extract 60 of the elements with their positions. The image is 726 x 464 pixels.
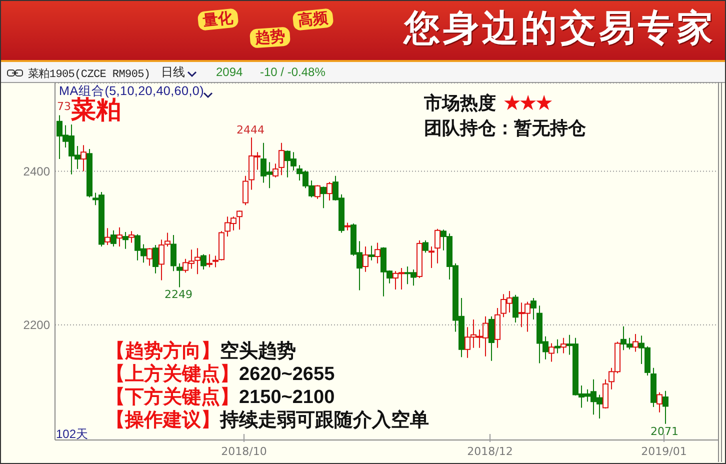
candlestick bbox=[164, 232, 170, 248]
annotation: 团队持仓：暂无持仓 bbox=[424, 118, 586, 139]
annotation: MA组合(5,10,20,40,60,0) bbox=[59, 84, 204, 98]
x-tick-label: 2019/01 bbox=[641, 445, 687, 458]
candlestick bbox=[560, 337, 566, 354]
annotation: ★★★ bbox=[504, 93, 552, 114]
candlestick bbox=[80, 144, 86, 172]
candlestick bbox=[122, 231, 128, 250]
annotation: 2444 bbox=[236, 124, 264, 137]
candlestick bbox=[176, 262, 182, 288]
candlestick bbox=[662, 390, 668, 424]
text: 趋势 bbox=[249, 26, 291, 48]
candlestick bbox=[656, 392, 662, 413]
annotation: 持续走弱可跟随介入空单 bbox=[220, 410, 429, 432]
text: 2094 bbox=[216, 65, 243, 80]
annotation: 【操作建议】 bbox=[106, 410, 220, 432]
text: 高频 bbox=[292, 8, 334, 31]
candlestick bbox=[236, 210, 242, 230]
candlestick bbox=[488, 316, 494, 362]
candlestick bbox=[434, 228, 440, 264]
annotation: 【下方关键点】 bbox=[106, 387, 239, 409]
annotation: 市场热度 bbox=[424, 93, 496, 114]
candlestick bbox=[152, 244, 158, 274]
annotation: 2071 bbox=[650, 424, 678, 438]
candlestick bbox=[320, 186, 326, 209]
text: 量化 bbox=[197, 8, 239, 31]
candlestick bbox=[362, 246, 368, 272]
x-tick-label: 2018/10 bbox=[221, 445, 267, 458]
candlestick bbox=[158, 239, 164, 281]
annotation: 空头趋势 bbox=[220, 341, 296, 363]
text: 日线 bbox=[161, 65, 185, 80]
candlestick bbox=[632, 334, 638, 352]
annotation: 2249 bbox=[164, 288, 192, 302]
text: -10 / -0.48% bbox=[260, 65, 326, 80]
annotation: 【趋势方向】 bbox=[106, 341, 220, 363]
candlestick bbox=[206, 254, 212, 268]
y-tick-label: 2200 bbox=[23, 318, 50, 332]
annotation: 2150~2100 bbox=[239, 387, 335, 409]
candlestick bbox=[494, 307, 500, 348]
candlestick bbox=[170, 234, 176, 272]
annotation: 102天 bbox=[56, 427, 88, 442]
annotation: 【上方关键点】 bbox=[106, 364, 239, 386]
annotation: 2620~2655 bbox=[239, 364, 335, 386]
candlestick bbox=[650, 367, 656, 408]
annotation: 73 bbox=[57, 100, 71, 114]
candlestick bbox=[104, 228, 110, 246]
y-tick-label: 2400 bbox=[23, 164, 50, 179]
candlestick bbox=[554, 338, 560, 354]
candlestick bbox=[530, 297, 536, 320]
candlestick bbox=[278, 142, 284, 176]
candlestick bbox=[548, 342, 554, 362]
x-tick-label: 2018/12 bbox=[467, 445, 513, 458]
candlestick bbox=[212, 255, 218, 268]
candlestick bbox=[368, 245, 374, 261]
chart-title: 菜粕1905(CZCE RM905) bbox=[28, 67, 150, 81]
candlestick bbox=[374, 242, 380, 264]
candlestick bbox=[116, 226, 122, 248]
candlestick bbox=[128, 230, 134, 244]
text: 您身边的交易专家 bbox=[404, 8, 716, 49]
candlestick bbox=[428, 246, 434, 269]
